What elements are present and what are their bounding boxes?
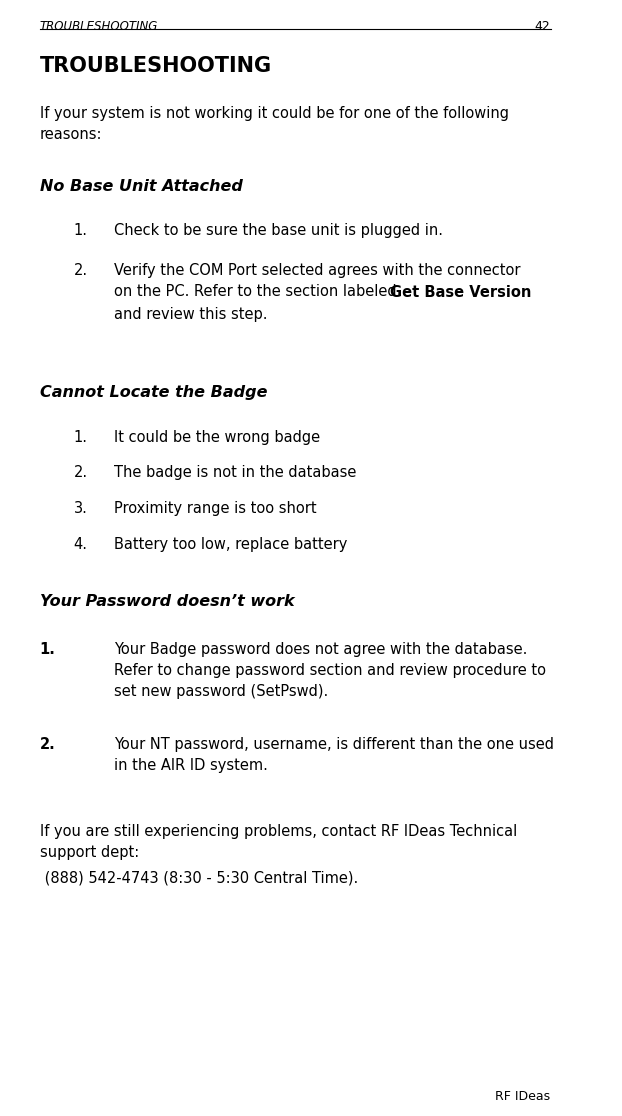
Text: If you are still experiencing problems, contact RF IDeas Technical
support dept:: If you are still experiencing problems, … — [40, 824, 517, 859]
Text: 2.: 2. — [40, 737, 55, 751]
Text: Your Password doesn’t work: Your Password doesn’t work — [40, 594, 294, 608]
Text: The badge is not in the database: The badge is not in the database — [114, 465, 356, 480]
Text: 3.: 3. — [74, 501, 88, 516]
Text: 4.: 4. — [74, 537, 88, 551]
Text: Check to be sure the base unit is plugged in.: Check to be sure the base unit is plugge… — [114, 223, 442, 238]
Text: 1.: 1. — [40, 642, 55, 656]
Text: Your Badge password does not agree with the database.
Refer to change password s: Your Badge password does not agree with … — [114, 642, 545, 699]
Text: TROUBLESHOOTING: TROUBLESHOOTING — [40, 56, 272, 76]
Text: 1.: 1. — [74, 430, 88, 444]
Text: If your system is not working it could be for one of the following
reasons:: If your system is not working it could b… — [40, 106, 509, 142]
Text: Proximity range is too short: Proximity range is too short — [114, 501, 316, 516]
Text: It could be the wrong badge: It could be the wrong badge — [114, 430, 320, 444]
Text: 1.: 1. — [74, 223, 88, 238]
Text: TROUBLESHOOTING: TROUBLESHOOTING — [40, 20, 158, 33]
Text: Get Base Version: Get Base Version — [391, 286, 532, 300]
Text: 42: 42 — [535, 20, 550, 33]
Text: 2.: 2. — [74, 263, 88, 278]
Text: Cannot Locate the Badge: Cannot Locate the Badge — [40, 385, 267, 400]
Text: 2.: 2. — [74, 465, 88, 480]
Text: No Base Unit Attached: No Base Unit Attached — [40, 179, 243, 193]
Text: and review this step.: and review this step. — [114, 307, 267, 323]
Text: Verify the COM Port selected agrees with the connector
on the PC. Refer to the s: Verify the COM Port selected agrees with… — [114, 263, 520, 299]
Text: Battery too low, replace battery: Battery too low, replace battery — [114, 537, 347, 551]
Text: (888) 542-4743 (8:30 - 5:30 Central Time).: (888) 542-4743 (8:30 - 5:30 Central Time… — [40, 870, 358, 885]
Text: Your NT password, username, is different than the one used
in the AIR ID system.: Your NT password, username, is different… — [114, 737, 554, 772]
Text: RF IDeas: RF IDeas — [496, 1089, 550, 1103]
